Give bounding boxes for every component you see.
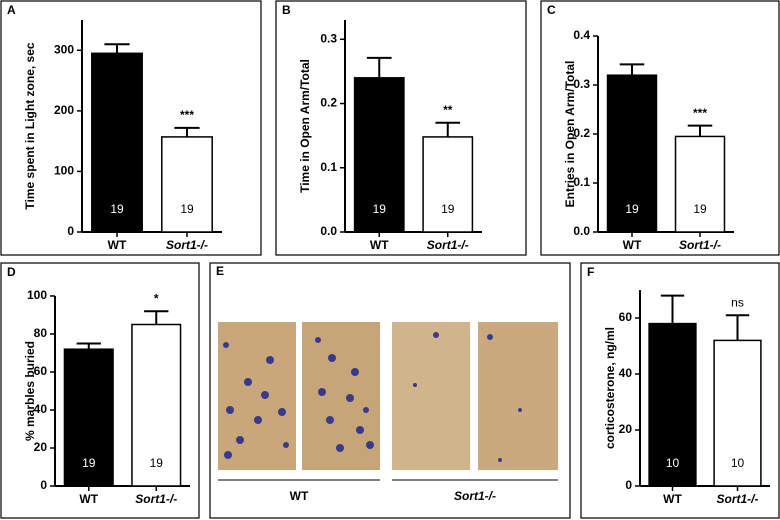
y-tick-label: 100 [54,164,74,178]
y-tick-label: 0.3 [320,31,337,45]
panel-letter: B [282,3,291,17]
n-label: 19 [441,202,455,216]
panel-frame [580,262,780,519]
n-label: 19 [110,202,124,216]
y-tick-label: 0.0 [320,224,337,238]
x-tick-label: WT [663,492,682,506]
y-tick-label: 0.1 [573,175,590,189]
y-tick-label: 20 [34,440,48,454]
panel-letter: C [547,3,556,17]
y-tick-label: 80 [34,326,48,340]
x-tick-label: Sort1-/- [427,238,469,252]
bar [648,322,697,487]
y-tick-label: 0 [40,478,47,492]
y-tick-label: 0 [67,224,74,238]
panel-letter: E [216,264,224,278]
significance: *** [180,108,194,122]
y-tick-label: 60 [34,364,48,378]
bar [91,52,143,233]
x-tick-label: Sort1-/- [679,238,721,252]
n-label: 10 [666,456,680,470]
bar [606,74,658,233]
y-tick-label: 200 [54,103,74,117]
x-tick-label: WT [623,238,642,252]
y-tick-label: 20 [619,422,633,436]
y-tick-label: 100 [27,288,47,302]
y-tick-label: 0.0 [573,224,590,238]
x-tick-label: Sort1-/- [717,492,759,506]
n-label: 19 [373,202,387,216]
photo [218,322,296,470]
y-tick-label: 60 [619,310,633,324]
significance: ns [731,295,744,309]
bar [63,348,114,487]
y-tick-label: 40 [619,366,633,380]
y-tick-label: 0.2 [573,126,590,140]
y-tick-label: 0.4 [573,28,590,42]
x-tick-label: WT [108,238,127,252]
bar [713,339,762,487]
panel-letter: A [7,3,16,17]
photo [392,322,470,470]
photos [218,322,558,470]
y-tick-label: 0.3 [573,77,590,91]
y-axis-label: corticosterone, ng/ml [603,327,617,449]
n-label: 19 [693,202,707,216]
n-label: 19 [180,202,194,216]
panel-frame [0,262,200,519]
y-axis-label: Time spent in Light zone, sec [23,42,37,209]
y-axis-label: % marbles buried [23,341,37,441]
group-label: Sort1-/- [454,489,496,503]
x-tick-label: Sort1-/- [135,492,177,506]
y-axis-label: Entries in Open Arm/Total [563,61,577,208]
panel-letter: F [587,265,594,279]
significance: *** [693,106,707,120]
panel-frame [0,0,262,256]
y-tick-label: 0 [625,478,632,492]
y-tick-label: 0.1 [320,160,337,174]
significance: * [154,291,159,305]
bar [353,77,405,233]
y-tick-label: 300 [54,42,74,56]
n-label: 19 [625,202,639,216]
bar [422,136,474,233]
bar [674,135,726,233]
y-axis-label: Time in Open Arm/Total [298,59,312,193]
y-tick-label: 0.2 [320,96,337,110]
bar [161,136,213,233]
n-label: 10 [731,456,745,470]
n-label: 19 [82,456,96,470]
group-label: WT [290,489,309,503]
n-label: 19 [150,456,164,470]
x-tick-label: WT [370,238,389,252]
y-tick-label: 40 [34,402,48,416]
panel-frame [540,0,780,256]
significance: ** [443,103,453,117]
x-tick-label: WT [79,492,98,506]
panel-letter: D [7,265,16,279]
panel-frame [275,0,527,256]
x-tick-label: Sort1-/- [166,238,208,252]
photo [478,322,558,470]
